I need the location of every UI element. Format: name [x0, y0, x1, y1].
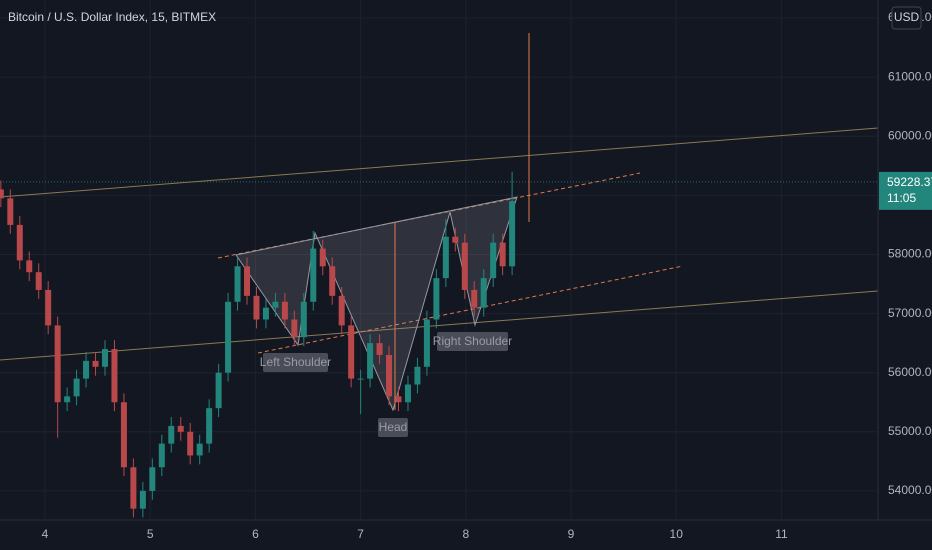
candle-body: [215, 372, 222, 409]
candle-body: [509, 201, 516, 267]
candle-body: [281, 301, 288, 320]
candle-body: [54, 325, 61, 403]
candle-body: [395, 396, 402, 403]
candle-body: [158, 443, 165, 468]
x-tick-label: 6: [252, 527, 259, 541]
candle-body: [206, 408, 213, 444]
candle-body: [73, 378, 80, 397]
y-tick-label: 54000.00: [888, 483, 932, 497]
candle-body: [149, 467, 156, 491]
candle-body: [376, 343, 383, 355]
grid: [0, 0, 878, 520]
x-tick-label: 5: [147, 527, 154, 541]
candle-body: [0, 189, 4, 199]
candle-body: [319, 248, 326, 267]
candle-body: [338, 295, 345, 326]
candle-body: [442, 236, 449, 279]
currency[interactable]: USD: [894, 10, 920, 24]
y-tick-label: 58000.00: [888, 247, 932, 261]
candle-body: [120, 402, 127, 468]
candle-body: [367, 343, 374, 379]
y-tick-label: 56000.00: [888, 365, 932, 379]
label-box: [437, 332, 508, 351]
candle-body: [225, 301, 232, 373]
candle-body: [26, 260, 33, 273]
support-line: [257, 265, 684, 354]
candle-body: [7, 198, 14, 225]
candle-body: [130, 467, 137, 509]
candle-body: [262, 307, 269, 320]
candle-body: [291, 319, 298, 338]
candle-body: [471, 289, 478, 308]
candle-body: [253, 295, 260, 320]
y-tick-label: 61000.00: [888, 69, 932, 83]
x-tick-label: 9: [568, 527, 575, 541]
x-tick-label: 10: [670, 527, 684, 541]
candle-body: [83, 360, 90, 379]
last-price-box: [879, 171, 932, 210]
label-box: [263, 353, 328, 372]
candle-body: [490, 242, 497, 279]
countdown: 11:05: [887, 191, 916, 205]
candle-body: [234, 266, 241, 302]
candle-body: [139, 490, 146, 509]
candle-body: [187, 431, 194, 456]
candle-body: [196, 443, 203, 456]
y-tick-label: 60000.00: [888, 128, 932, 142]
label-box: [378, 418, 408, 437]
candle-body: [64, 396, 71, 403]
candle-body: [499, 242, 506, 267]
candle-body: [244, 266, 251, 296]
candle-body: [461, 242, 468, 290]
x-tick-label: 11: [775, 527, 788, 541]
x-tick-label: 8: [462, 527, 469, 541]
candle-body: [404, 384, 411, 403]
x-tick-label: 4: [42, 527, 49, 541]
candle-body: [348, 325, 355, 379]
annotation: Right Shoulder: [433, 334, 512, 348]
candle-body: [272, 301, 279, 308]
candle-body: [423, 319, 430, 367]
channel-line: [0, 290, 879, 361]
candle-body: [329, 266, 336, 296]
drawings: [0, 33, 879, 412]
candle-body: [300, 301, 307, 338]
annotations: Left Shoulder Head Right Shoulder: [260, 332, 512, 437]
candle-body: [92, 360, 99, 367]
candle-body: [101, 349, 108, 367]
candle-body: [386, 354, 393, 397]
annotation: Left Shoulder: [260, 355, 331, 369]
currency-button[interactable]: [891, 6, 922, 30]
candles: [0, 171, 516, 518]
y-tick-label: 57000.00: [888, 306, 932, 320]
candle-body: [111, 349, 118, 403]
candle-body: [310, 248, 317, 302]
channel-line: [0, 127, 879, 198]
candle-body: [168, 425, 175, 444]
candle-body: [433, 278, 440, 320]
last-price: 59228.37: [887, 175, 932, 189]
candle-body: [357, 378, 364, 380]
candle-body: [35, 272, 42, 290]
candle-body: [16, 224, 23, 261]
price-axis: [878, 0, 932, 550]
candle-body: [480, 278, 487, 308]
annotation: Head: [379, 420, 408, 434]
candle-body: [45, 289, 52, 326]
candle-body: [414, 366, 421, 385]
chart-title: Bitcoin / U.S. Dollar Index, 15, BITMEX: [8, 10, 216, 24]
y-tick-label: 55000.00: [888, 424, 932, 438]
candle-body: [452, 236, 459, 243]
x-tick-label: 7: [357, 527, 364, 541]
candle-body: [177, 425, 184, 432]
